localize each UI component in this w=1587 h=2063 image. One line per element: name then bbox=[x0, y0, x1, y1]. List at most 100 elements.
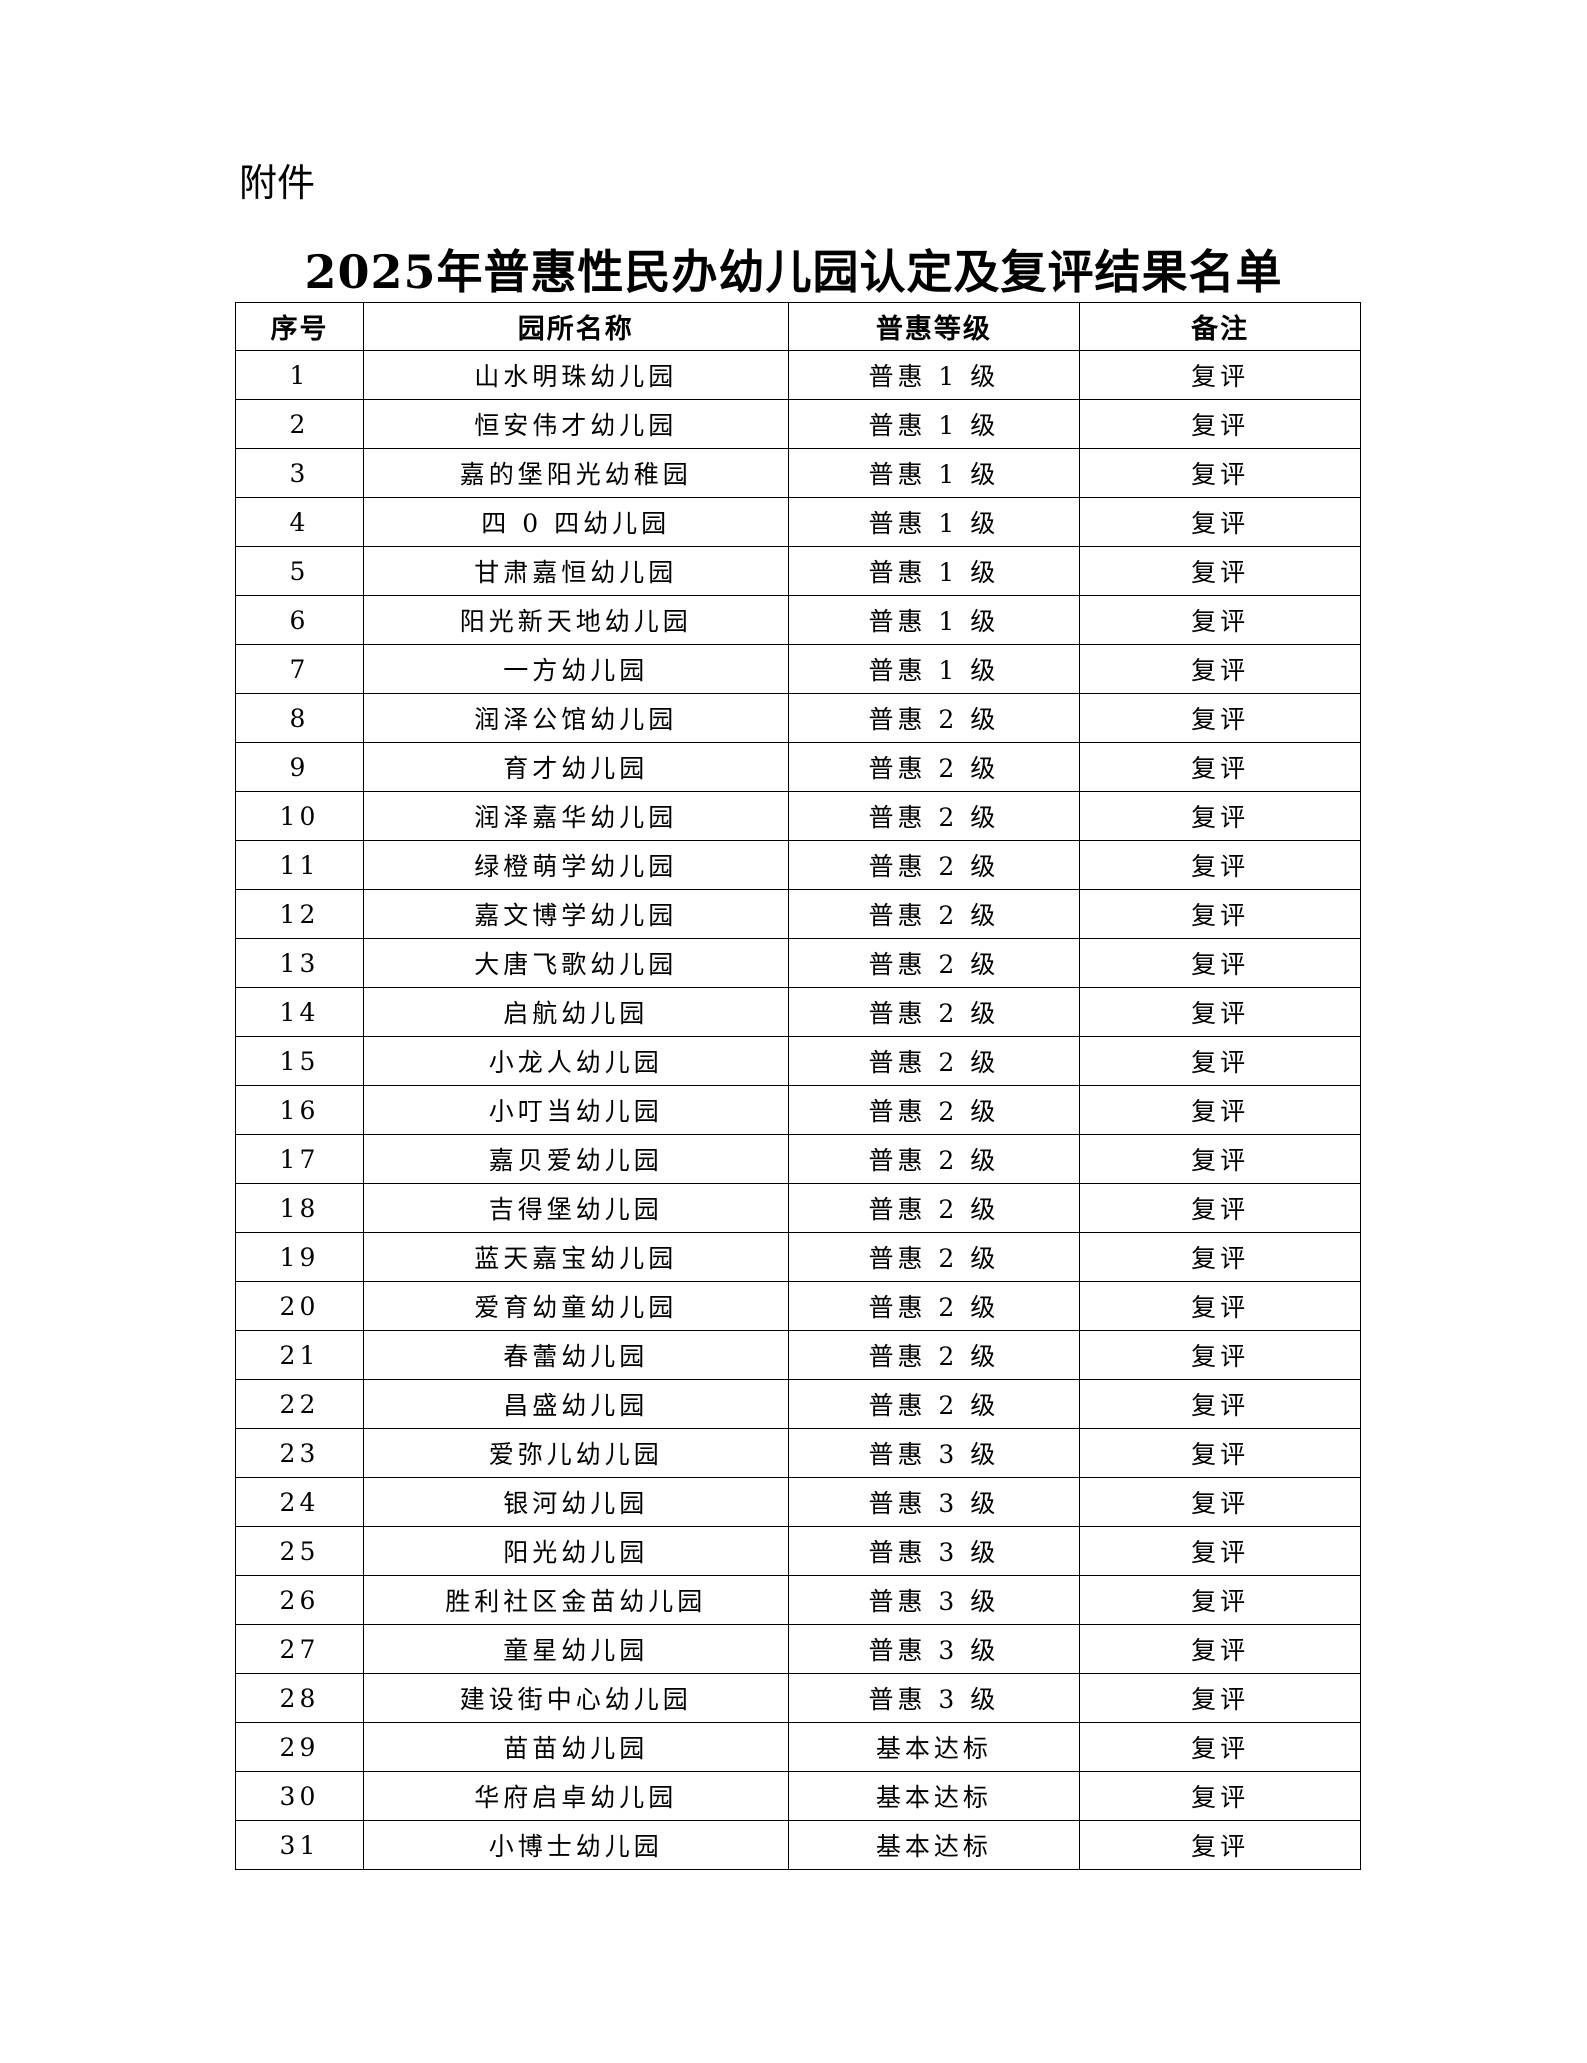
cell-level: 基本达标 bbox=[787, 1771, 1081, 1821]
cell-remark: 复评 bbox=[1079, 1428, 1361, 1478]
cell-kindergarten-name: 启航幼儿园 bbox=[362, 987, 789, 1037]
cell-remark: 复评 bbox=[1079, 1575, 1361, 1625]
cell-remark: 复评 bbox=[1079, 1183, 1361, 1233]
table-row: 28 建设街中心幼儿园 普惠 3 级复评 bbox=[235, 1673, 1361, 1723]
cell-remark: 复评 bbox=[1079, 1722, 1361, 1772]
cell-index: 12 bbox=[235, 889, 364, 939]
table-row: 31 小博士幼儿园 基本达标 复评 bbox=[235, 1820, 1361, 1870]
cell-index: 10 bbox=[235, 791, 364, 841]
cell-index: 2 bbox=[235, 399, 364, 449]
table-row: 2 恒安伟才幼儿园 普惠 1 级复评 bbox=[235, 399, 1361, 449]
table-row: 29 苗苗幼儿园 基本达标 复评 bbox=[235, 1722, 1361, 1772]
cell-level: 普惠 1 级 bbox=[787, 546, 1081, 596]
cell-kindergarten-name: 四 0 四幼儿园 bbox=[362, 497, 789, 547]
cell-kindergarten-name: 胜利社区金苗幼儿园 bbox=[362, 1575, 789, 1625]
cell-index: 31 bbox=[235, 1820, 364, 1870]
cell-level: 基本达标 bbox=[787, 1722, 1081, 1772]
cell-kindergarten-name: 爱弥儿幼儿园 bbox=[362, 1428, 789, 1478]
cell-index: 11 bbox=[235, 840, 364, 890]
cell-remark: 复评 bbox=[1079, 497, 1361, 547]
cell-index: 24 bbox=[235, 1477, 364, 1527]
cell-remark: 复评 bbox=[1079, 840, 1361, 890]
table-row: 18 吉得堡幼儿园 普惠 2 级复评 bbox=[235, 1183, 1361, 1233]
table-row: 3 嘉的堡阳光幼稚园 普惠 1 级复评 bbox=[235, 448, 1361, 498]
cell-index: 3 bbox=[235, 448, 364, 498]
cell-level: 普惠 2 级 bbox=[787, 840, 1081, 890]
table-row: 5 甘肃嘉恒幼儿园 普惠 1 级复评 bbox=[235, 546, 1361, 596]
cell-level: 普惠 2 级 bbox=[787, 1085, 1081, 1135]
table-row: 24 银河幼儿园 普惠 3 级复评 bbox=[235, 1477, 1361, 1527]
cell-level: 普惠 2 级 bbox=[787, 1281, 1081, 1331]
cell-level: 普惠 2 级 bbox=[787, 987, 1081, 1037]
table-row: 23 爱弥儿幼儿园 普惠 3 级复评 bbox=[235, 1428, 1361, 1478]
table-row: 7 一方幼儿园 普惠 1 级复评 bbox=[235, 644, 1361, 694]
cell-index: 9 bbox=[235, 742, 364, 792]
cell-level: 普惠 3 级 bbox=[787, 1624, 1081, 1674]
table-row: 10 润泽嘉华幼儿园 普惠 2 级复评 bbox=[235, 791, 1361, 841]
cell-level: 普惠 2 级 bbox=[787, 1036, 1081, 1086]
cell-remark: 复评 bbox=[1079, 350, 1361, 400]
attachment-label: 附件 bbox=[239, 161, 316, 205]
table-row: 26 胜利社区金苗幼儿园 普惠 3 级复评 bbox=[235, 1575, 1361, 1625]
cell-index: 8 bbox=[235, 693, 364, 743]
cell-index: 30 bbox=[235, 1771, 364, 1821]
table-row: 21 春蕾幼儿园 普惠 2 级复评 bbox=[235, 1330, 1361, 1380]
table-row: 6 阳光新天地幼儿园 普惠 1 级复评 bbox=[235, 595, 1361, 645]
table-row: 14 启航幼儿园 普惠 2 级复评 bbox=[235, 987, 1361, 1037]
cell-kindergarten-name: 爱育幼童幼儿园 bbox=[362, 1281, 789, 1331]
cell-level: 普惠 2 级 bbox=[787, 889, 1081, 939]
cell-index: 5 bbox=[235, 546, 364, 596]
cell-kindergarten-name: 建设街中心幼儿园 bbox=[362, 1673, 789, 1723]
cell-kindergarten-name: 蓝天嘉宝幼儿园 bbox=[362, 1232, 789, 1282]
cell-index: 19 bbox=[235, 1232, 364, 1282]
cell-index: 29 bbox=[235, 1722, 364, 1772]
table-row: 16 小叮当幼儿园 普惠 2 级复评 bbox=[235, 1085, 1361, 1135]
cell-kindergarten-name: 银河幼儿园 bbox=[362, 1477, 789, 1527]
document-title: 2025年普惠性民办幼儿园认定及复评结果名单 bbox=[304, 245, 1283, 299]
table-row: 20 爱育幼童幼儿园 普惠 2 级复评 bbox=[235, 1281, 1361, 1331]
cell-remark: 复评 bbox=[1079, 1477, 1361, 1527]
cell-level: 普惠 1 级 bbox=[787, 497, 1081, 547]
cell-remark: 复评 bbox=[1079, 1771, 1361, 1821]
cell-level: 普惠 2 级 bbox=[787, 693, 1081, 743]
cell-index: 27 bbox=[235, 1624, 364, 1674]
cell-remark: 复评 bbox=[1079, 644, 1361, 694]
cell-kindergarten-name: 恒安伟才幼儿园 bbox=[362, 399, 789, 449]
cell-level: 普惠 2 级 bbox=[787, 1134, 1081, 1184]
cell-remark: 复评 bbox=[1079, 1085, 1361, 1135]
cell-index: 20 bbox=[235, 1281, 364, 1331]
cell-index: 7 bbox=[235, 644, 364, 694]
cell-kindergarten-name: 苗苗幼儿园 bbox=[362, 1722, 789, 1772]
cell-index: 25 bbox=[235, 1526, 364, 1576]
cell-index: 16 bbox=[235, 1085, 364, 1135]
cell-kindergarten-name: 昌盛幼儿园 bbox=[362, 1379, 789, 1429]
cell-remark: 复评 bbox=[1079, 791, 1361, 841]
table-row: 25 阳光幼儿园 普惠 3 级复评 bbox=[235, 1526, 1361, 1576]
cell-remark: 复评 bbox=[1079, 1281, 1361, 1331]
cell-remark: 复评 bbox=[1079, 1134, 1361, 1184]
cell-index: 23 bbox=[235, 1428, 364, 1478]
cell-index: 14 bbox=[235, 987, 364, 1037]
cell-remark: 复评 bbox=[1079, 1036, 1361, 1086]
table-row: 12 嘉文博学幼儿园 普惠 2 级复评 bbox=[235, 889, 1361, 939]
cell-level: 普惠 1 级 bbox=[787, 399, 1081, 449]
cell-remark: 复评 bbox=[1079, 987, 1361, 1037]
header-remark: 备注 bbox=[1079, 302, 1361, 351]
table-header-row: 序号 园所名称 普惠等级 备注 bbox=[235, 302, 1361, 351]
cell-kindergarten-name: 吉得堡幼儿园 bbox=[362, 1183, 789, 1233]
cell-remark: 复评 bbox=[1079, 399, 1361, 449]
cell-index: 15 bbox=[235, 1036, 364, 1086]
table-row: 15 小龙人幼儿园 普惠 2 级复评 bbox=[235, 1036, 1361, 1086]
table-row: 30 华府启卓幼儿园 基本达标 复评 bbox=[235, 1771, 1361, 1821]
cell-kindergarten-name: 育才幼儿园 bbox=[362, 742, 789, 792]
cell-kindergarten-name: 山水明珠幼儿园 bbox=[362, 350, 789, 400]
cell-level: 普惠 2 级 bbox=[787, 938, 1081, 988]
cell-remark: 复评 bbox=[1079, 1526, 1361, 1576]
cell-level: 普惠 2 级 bbox=[787, 742, 1081, 792]
cell-level: 普惠 3 级 bbox=[787, 1477, 1081, 1527]
cell-kindergarten-name: 绿橙萌学幼儿园 bbox=[362, 840, 789, 890]
cell-kindergarten-name: 嘉的堡阳光幼稚园 bbox=[362, 448, 789, 498]
table-row: 13 大唐飞歌幼儿园 普惠 2 级复评 bbox=[235, 938, 1361, 988]
results-table: 序号 园所名称 普惠等级 备注 1 山水明珠幼儿园 普惠 1 级复评 2 恒安伟才幼儿园… bbox=[235, 302, 1361, 1870]
